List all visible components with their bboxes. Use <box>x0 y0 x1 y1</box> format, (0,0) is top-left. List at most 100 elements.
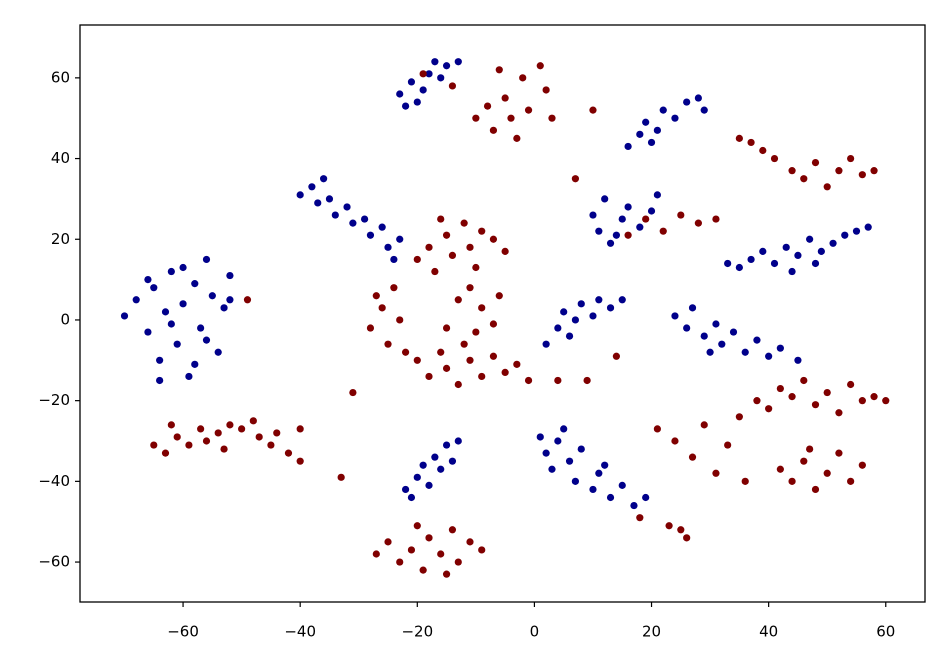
point <box>296 457 304 465</box>
point <box>606 304 615 312</box>
point <box>583 376 591 385</box>
point <box>448 251 457 259</box>
point <box>378 304 386 312</box>
point <box>419 86 427 94</box>
point <box>401 485 410 494</box>
point <box>220 445 228 453</box>
point <box>144 276 152 284</box>
point <box>864 223 872 231</box>
point <box>835 449 843 457</box>
point <box>671 114 679 122</box>
point <box>495 292 503 300</box>
point <box>179 300 187 308</box>
point <box>431 267 439 276</box>
point <box>882 397 890 405</box>
point <box>478 546 486 554</box>
point <box>489 320 498 328</box>
point <box>753 397 761 405</box>
point <box>571 477 580 485</box>
point <box>401 348 410 356</box>
point <box>636 130 644 138</box>
y-tick-label: −40 <box>38 472 70 490</box>
point <box>489 126 498 134</box>
point <box>601 195 609 203</box>
point <box>671 437 679 445</box>
point <box>548 465 556 473</box>
point <box>396 558 404 566</box>
point <box>314 199 322 207</box>
point <box>437 465 445 473</box>
point <box>483 102 492 110</box>
point <box>425 243 433 251</box>
point <box>653 425 661 433</box>
point <box>642 118 650 126</box>
point <box>478 304 486 312</box>
point <box>243 296 252 304</box>
y-tick-label: −60 <box>38 553 70 571</box>
point <box>806 235 814 243</box>
point <box>226 296 234 304</box>
points-layer <box>120 58 890 578</box>
point <box>765 405 773 413</box>
point <box>413 255 421 264</box>
point <box>688 453 697 461</box>
point <box>472 263 480 272</box>
point <box>185 441 193 449</box>
point <box>571 175 580 183</box>
x-tick-label: 60 <box>876 623 895 641</box>
point <box>472 328 480 336</box>
point <box>407 493 416 502</box>
point <box>835 167 843 175</box>
point <box>384 538 392 546</box>
x-tick-label: 40 <box>759 623 778 641</box>
point <box>448 457 457 465</box>
point <box>396 316 404 324</box>
point <box>659 106 667 114</box>
point <box>647 138 656 147</box>
point <box>173 340 181 348</box>
point <box>197 324 205 332</box>
point <box>788 167 796 175</box>
point <box>589 106 597 114</box>
point <box>741 348 749 356</box>
point <box>770 259 779 268</box>
point <box>489 235 498 243</box>
point <box>226 421 234 429</box>
point <box>560 425 568 433</box>
point <box>753 336 761 344</box>
point <box>524 106 533 114</box>
point <box>267 441 275 449</box>
point <box>214 429 222 437</box>
point <box>296 191 304 199</box>
point <box>390 284 398 292</box>
point <box>847 380 855 389</box>
point <box>683 98 691 106</box>
point <box>489 352 498 360</box>
point <box>870 167 878 175</box>
point <box>823 388 831 397</box>
point <box>829 239 837 247</box>
point <box>618 481 626 489</box>
point <box>360 215 369 223</box>
point <box>858 461 866 469</box>
point <box>524 376 533 385</box>
point <box>811 485 820 494</box>
point <box>161 308 170 316</box>
point <box>478 227 486 235</box>
point <box>677 211 685 219</box>
point <box>501 368 509 377</box>
point <box>776 384 784 393</box>
point <box>677 526 685 534</box>
point <box>501 94 509 102</box>
point <box>788 267 796 276</box>
point <box>454 296 462 304</box>
point <box>442 62 451 70</box>
point <box>349 219 357 227</box>
point <box>694 94 702 102</box>
point <box>811 401 820 409</box>
point <box>331 211 339 219</box>
point <box>624 142 632 151</box>
point <box>806 445 814 453</box>
point <box>800 376 808 385</box>
